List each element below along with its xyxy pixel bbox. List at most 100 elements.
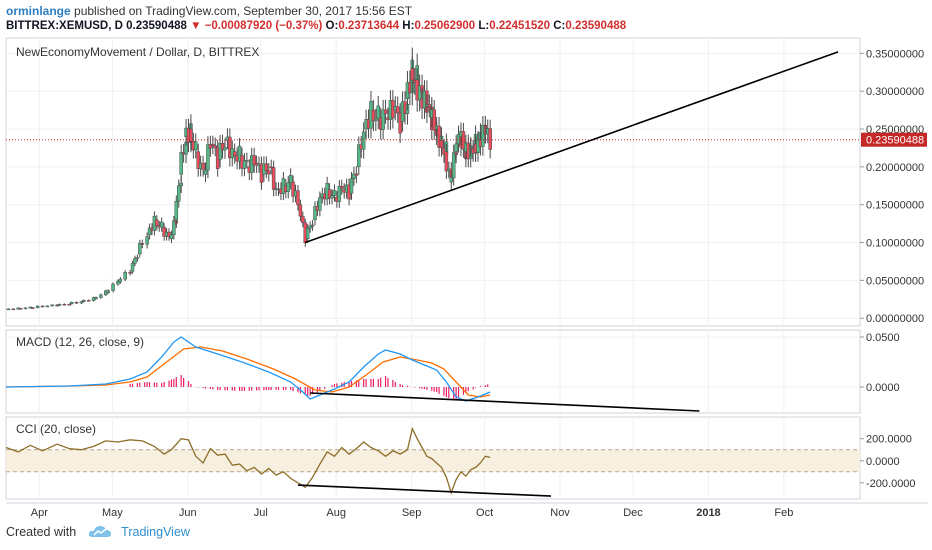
candle-body — [330, 195, 334, 199]
candle-body — [340, 185, 344, 189]
candle-body — [298, 204, 303, 217]
candle-body — [111, 283, 115, 291]
published-text: published on TradingView.com, September … — [74, 4, 413, 18]
candle-body — [439, 140, 444, 149]
y-tick-label: 0.20000000 — [866, 162, 924, 174]
x-tick-label: May — [102, 507, 123, 519]
x-tick-label: Oct — [476, 507, 493, 519]
candle-body — [130, 263, 135, 272]
open-value: 0.23713644 — [338, 20, 400, 32]
last-price-tag — [861, 132, 927, 147]
y-tick-label: 200.0000 — [866, 434, 912, 446]
candle-body — [69, 301, 74, 305]
cci-pane-title: CCI (20, close) — [16, 422, 96, 436]
candle-body — [220, 143, 225, 151]
candle-body — [488, 128, 492, 150]
price-change: −0.00087920 (−0.37%) — [204, 20, 323, 32]
candle-body — [232, 151, 237, 156]
macd-pane-title: MACD (12, 26, close, 9) — [16, 335, 144, 349]
x-tick-label: Jul — [254, 507, 268, 519]
candle-body — [67, 303, 72, 306]
candle-body — [361, 131, 366, 150]
candle-body — [213, 145, 217, 149]
candle-body — [432, 109, 436, 131]
candle-body — [267, 170, 271, 175]
y-tick-label: 0.0000 — [866, 456, 900, 468]
candle-body — [45, 305, 50, 308]
candle-body — [451, 152, 456, 179]
candle-body — [176, 185, 181, 202]
candle-body — [327, 189, 332, 199]
close-value: 0.23590488 — [565, 20, 627, 32]
tradingview-cloud-icon — [88, 526, 111, 537]
y-tick-label: 0.15000000 — [866, 200, 924, 212]
y-tick-label: 0.35000000 — [866, 48, 924, 60]
y-tick-label: 0.10000000 — [866, 238, 924, 250]
candle-body — [62, 303, 67, 306]
candle-body — [57, 303, 62, 306]
candle-body — [417, 85, 422, 101]
candle-body — [40, 305, 45, 308]
candle-body — [352, 173, 356, 179]
candle-body — [82, 300, 86, 302]
author-link[interactable]: orminlange — [6, 4, 71, 18]
chart-header: orminlange published on TradingView.com,… — [6, 2, 926, 36]
x-tick-label: Feb — [774, 507, 793, 519]
created-with-text: Created with — [6, 525, 77, 539]
candle-body — [296, 190, 300, 206]
candle-body — [140, 243, 145, 245]
candle-body — [123, 272, 127, 280]
y-tick-label: 0.30000000 — [866, 86, 924, 98]
y-tick-label: 0.05000000 — [866, 275, 924, 287]
candle-body — [223, 147, 227, 151]
candle-body — [201, 162, 205, 170]
candle-body — [99, 294, 103, 298]
candle-body — [50, 304, 54, 307]
candle-body — [308, 225, 312, 229]
price-pane-title: NewEconomyMovement / Dollar, D, BITTREX — [16, 45, 259, 59]
x-tick-label: Aug — [326, 507, 346, 519]
candle-body — [138, 243, 142, 255]
candle-body — [169, 234, 174, 240]
candle-body — [481, 124, 485, 147]
candle-body — [337, 185, 342, 202]
y-tick-label: -200.0000 — [866, 478, 916, 490]
candle-body — [106, 290, 110, 293]
candle-body — [206, 144, 210, 171]
candle-body — [242, 160, 247, 169]
publish-line: orminlange published on TradingView.com,… — [6, 4, 412, 18]
candle-body — [116, 281, 120, 285]
candle-body — [79, 301, 84, 304]
open-label: O: — [325, 20, 339, 32]
candle-body — [6, 308, 11, 311]
candle-body — [427, 104, 432, 108]
candle-body — [349, 178, 354, 194]
candle-body — [18, 308, 23, 310]
candle-body — [354, 173, 359, 176]
candle-body — [381, 109, 385, 130]
cci-trendline — [297, 484, 552, 497]
candle-body — [374, 118, 378, 122]
candle-body — [133, 258, 137, 264]
candle-body — [172, 220, 176, 236]
tradingview-brand[interactable]: TradingView — [121, 525, 190, 539]
candle-body — [371, 109, 376, 122]
candle-body — [228, 136, 232, 159]
candle-body — [318, 197, 322, 211]
candle-body — [376, 105, 381, 120]
candle-body — [91, 297, 96, 301]
x-tick-label: Apr — [31, 507, 48, 519]
candle-body — [189, 128, 193, 142]
candle-body — [128, 272, 132, 274]
high-label: H: — [402, 20, 415, 32]
candle-body — [196, 151, 200, 170]
candle-body — [35, 305, 40, 308]
candle-body — [174, 200, 179, 221]
candle-body — [86, 300, 91, 302]
candle-body — [291, 181, 295, 197]
chart-canvas[interactable]: Apr May Jun Jul Aug Sep Oct Nov Dec 2018 Feb 0.3500… — [0, 36, 932, 522]
candle-body — [313, 206, 317, 221]
candle-body — [159, 221, 164, 228]
candle-body — [305, 227, 310, 240]
price-trendline — [304, 51, 839, 244]
